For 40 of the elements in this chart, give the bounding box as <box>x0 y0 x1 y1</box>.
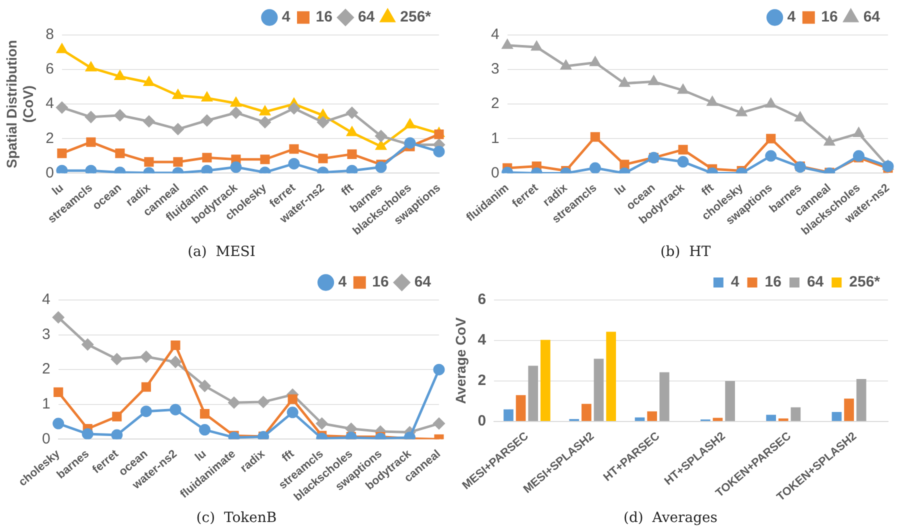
legend-label: 4 <box>282 8 291 26</box>
x-tick-label: lu <box>612 182 628 198</box>
y-tick-label: 0 <box>478 412 486 430</box>
legend-label: 16 <box>372 274 389 291</box>
legend-label: 4 <box>338 274 348 291</box>
legend-label: 64 <box>414 274 432 291</box>
y-tick-label: 4 <box>478 332 487 349</box>
y-axis-title: Average CoV <box>452 316 468 404</box>
legend-label: 16 <box>764 274 782 291</box>
y-axis-title: Spatial Distribution (CoV) <box>3 40 36 168</box>
y-tick-label: 2 <box>42 360 50 378</box>
y-tick-label: 2 <box>491 95 500 112</box>
y-tick-label: 1 <box>491 130 500 147</box>
legend-label: 64 <box>863 8 881 26</box>
y-tick-label: 0 <box>46 164 54 182</box>
y-tick-label: 4 <box>42 291 50 308</box>
y-tick-label: 6 <box>478 291 486 308</box>
text: (d) Averages <box>624 510 718 526</box>
y-tick-label: 3 <box>491 60 500 78</box>
y-tick-label: 0 <box>491 164 500 182</box>
legend-label: 4 <box>787 8 796 26</box>
y-tick-label: 4 <box>46 95 54 112</box>
y-tick-label: 8 <box>46 26 54 44</box>
text: (b) HT <box>660 244 712 260</box>
y-tick-label: 6 <box>46 60 54 78</box>
legend-label: 16 <box>821 8 838 26</box>
legend-label: 256* <box>849 274 880 291</box>
legend-label: 256* <box>400 8 432 26</box>
y-tick-label: 2 <box>46 130 54 147</box>
text: (c) TokenB <box>196 510 277 526</box>
legend-label: 16 <box>316 8 332 26</box>
y-tick-label: 0 <box>42 430 50 448</box>
y-tick-label: 2 <box>478 372 486 390</box>
y-tick-label: 3 <box>42 326 50 343</box>
legend-label: 4 <box>730 274 740 291</box>
y-tick-label: 1 <box>42 396 50 413</box>
text: (a) MESI <box>188 244 256 260</box>
legend-label: 64 <box>358 8 376 26</box>
y-tick-label: 4 <box>491 26 500 44</box>
legend-label: 64 <box>806 274 824 291</box>
